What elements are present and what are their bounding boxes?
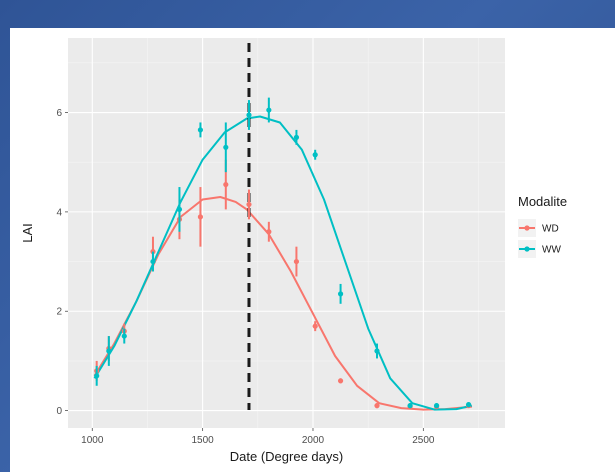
legend-point-ww [524, 246, 530, 252]
fit-curve-ww [93, 115, 473, 411]
x-tick-label: 2000 [302, 435, 325, 446]
point-wd [246, 201, 252, 208]
chart-panel: 1000 1500 2000 2500 0 2 4 6 Date (Degree days) … [10, 28, 615, 472]
axis-ticks: 1000 1500 2000 2500 0 2 4 6 [56, 108, 434, 446]
grid-lines [68, 38, 505, 428]
point-ww [121, 333, 127, 339]
point-ww [150, 258, 156, 265]
point-ww [312, 152, 318, 158]
point-ww [465, 402, 472, 408]
y-axis-title: LAI [20, 223, 35, 243]
x-tick-label: 2500 [412, 435, 435, 446]
point-wd [374, 403, 380, 409]
x-tick-label: 1500 [192, 435, 215, 446]
point-ww [94, 373, 100, 379]
point-ww [407, 403, 413, 409]
point-ww [433, 403, 440, 409]
point-ww [374, 348, 380, 354]
x-axis-title: Date (Degree days) [230, 449, 343, 464]
point-ww [266, 107, 272, 113]
point-ww [176, 206, 183, 213]
point-ww [197, 127, 204, 133]
point-ww [337, 291, 344, 297]
point-ww [223, 144, 229, 150]
point-wd [312, 323, 318, 329]
legend-title: Modalite [518, 194, 567, 209]
y-tick-label: 6 [56, 108, 62, 119]
legend: Modalite WD WW [518, 194, 567, 258]
x-tick-label: 1000 [81, 435, 104, 446]
point-wd [197, 214, 204, 220]
data-points [94, 97, 472, 410]
point-ww [246, 112, 252, 118]
point-wd [293, 258, 300, 265]
y-tick-label: 0 [56, 406, 62, 417]
point-wd [266, 229, 272, 235]
point-wd [337, 378, 344, 384]
plot-background [68, 38, 505, 428]
point-ww [293, 134, 300, 140]
y-tick-label: 2 [56, 307, 62, 318]
legend-label-wd: WD [542, 224, 559, 235]
point-ww [106, 348, 112, 354]
point-wd [150, 249, 156, 255]
point-wd [223, 181, 229, 188]
y-tick-label: 4 [56, 207, 62, 218]
legend-label-ww: WW [542, 245, 561, 256]
legend-point-wd [524, 225, 530, 231]
